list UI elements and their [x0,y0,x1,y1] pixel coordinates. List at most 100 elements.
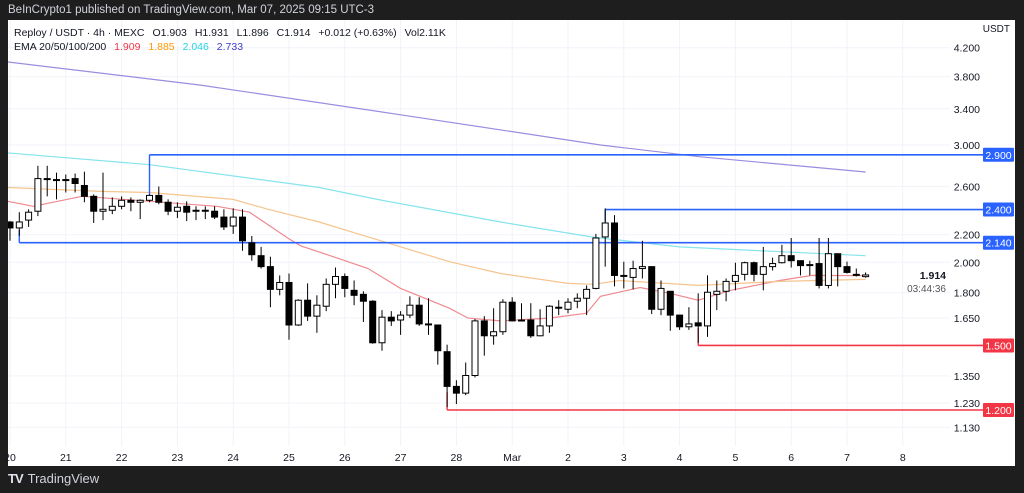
price-badges: 2.900 2.400 2.140 1.500 1.200 1.914 03:44:36 [907,147,1014,417]
ema100-value: 2.046 [182,41,209,53]
candle-down [443,351,451,387]
candle-up [378,316,386,344]
candle-up [322,283,330,307]
candle-down [750,262,758,275]
candle-down [192,209,200,212]
candle-up [704,291,711,327]
candle-down [359,293,367,302]
price-axis[interactable]: USDT 4.200 3.800 3.400 3.000 2.600 2.200 2.000… [954,24,1010,434]
candle-up [713,290,721,295]
level-badge-label: 1.200 [985,405,1011,417]
candle-down [620,274,628,277]
candle-down [239,216,246,242]
candle-down [452,385,460,394]
candle-down [164,201,172,212]
candle-up [173,206,181,212]
candle-up [118,199,126,207]
candle-down [797,260,804,267]
candle-up [34,178,42,212]
price-tick-label: 3.800 [954,72,980,84]
candle-down [508,301,516,322]
ema-label[interactable]: EMA 20/50/100/200 [14,41,107,53]
time-tick-label: 6 [788,452,794,464]
candle-up [564,301,572,310]
candle-up [545,305,553,327]
legend-ohlc-row: Reploy / USDT · 4h · MEXC O1.903 H1.931 … [14,26,451,40]
time-tick-label: 4 [677,452,683,464]
candle-down [127,199,135,203]
candle-down [90,195,98,212]
price-tick-label: 4.200 [954,43,980,55]
footer: TV TradingView [8,471,99,486]
price-tick-label: 2.600 [954,181,980,193]
ema-lines [8,61,866,322]
candle-up [15,221,23,229]
candle-down [843,266,851,273]
candle-up [471,320,479,377]
time-tick-label: 28 [451,452,463,464]
price-tick-label: 1.650 [954,313,980,325]
candle-down [387,316,395,322]
time-tick-label: 3 [621,452,627,464]
candle-down [304,299,312,317]
candle-down [611,222,618,276]
candle-up [638,266,646,270]
candle-down [266,266,274,290]
candle-down [8,221,14,229]
candle-up [229,216,237,227]
candle-up [313,304,321,317]
candle-up [490,331,498,337]
change-value: +0.012 (+0.63%) [318,27,397,39]
brand-name[interactable]: TradingView [27,471,100,486]
time-tick-label: 24 [227,452,239,464]
candle-down [694,322,702,327]
candle-up [592,237,600,289]
time-axis[interactable]: 20 21 22 23 24 25 26 27 28 Mar 2 3 4 5 6 7 8 [4,452,906,464]
candle-up [824,253,832,286]
level-badge-label: 2.900 [985,150,1011,162]
ema200-value: 2.733 [216,41,244,53]
candle-down [648,266,656,310]
candle-down [666,290,674,316]
ema50-value: 1.885 [148,41,175,53]
ema20-value: 1.909 [114,41,141,53]
candle-down [480,320,488,337]
ema-50-line [8,186,866,287]
candle-up [406,304,414,316]
last-price-label: 1.914 [920,270,946,282]
candle-down [71,178,79,185]
candle-up [722,280,730,292]
candle-down [806,264,814,267]
time-tick-label: 5 [732,452,738,464]
candle-up [657,287,665,310]
tradingview-logo-icon[interactable]: TV [8,471,24,486]
candle-down [201,209,209,212]
price-tick-label: 1.230 [954,398,980,410]
publisher-line: BeInCrypto1 published on TradingView.com… [8,4,375,16]
price-tick-label: 2.000 [954,257,980,269]
candles [8,165,870,408]
candle-down [248,242,256,256]
candle-down [285,281,293,326]
high-value: H1.931 [194,27,229,39]
symbol-label[interactable]: Reploy / USDT · 4h · MEXC [14,27,145,39]
candle-down [555,306,563,309]
candle-up [759,266,767,275]
ema-100-line [8,152,866,257]
close-value: C1.914 [276,27,311,39]
level-badge [983,235,1014,250]
candle-down [415,304,423,325]
candle-down [527,319,535,337]
time-tick-label: 27 [395,452,407,464]
price-tick-label: 2.200 [954,230,980,242]
candle-down [341,275,349,289]
candle-up [294,299,302,326]
candle-up [25,211,33,221]
candle-down [220,216,228,228]
price-tick-label: 3.400 [954,104,980,116]
candle-up [731,274,739,282]
time-tick-label: 20 [4,452,16,464]
time-tick-label: 23 [172,452,184,464]
candle-down [518,319,525,322]
